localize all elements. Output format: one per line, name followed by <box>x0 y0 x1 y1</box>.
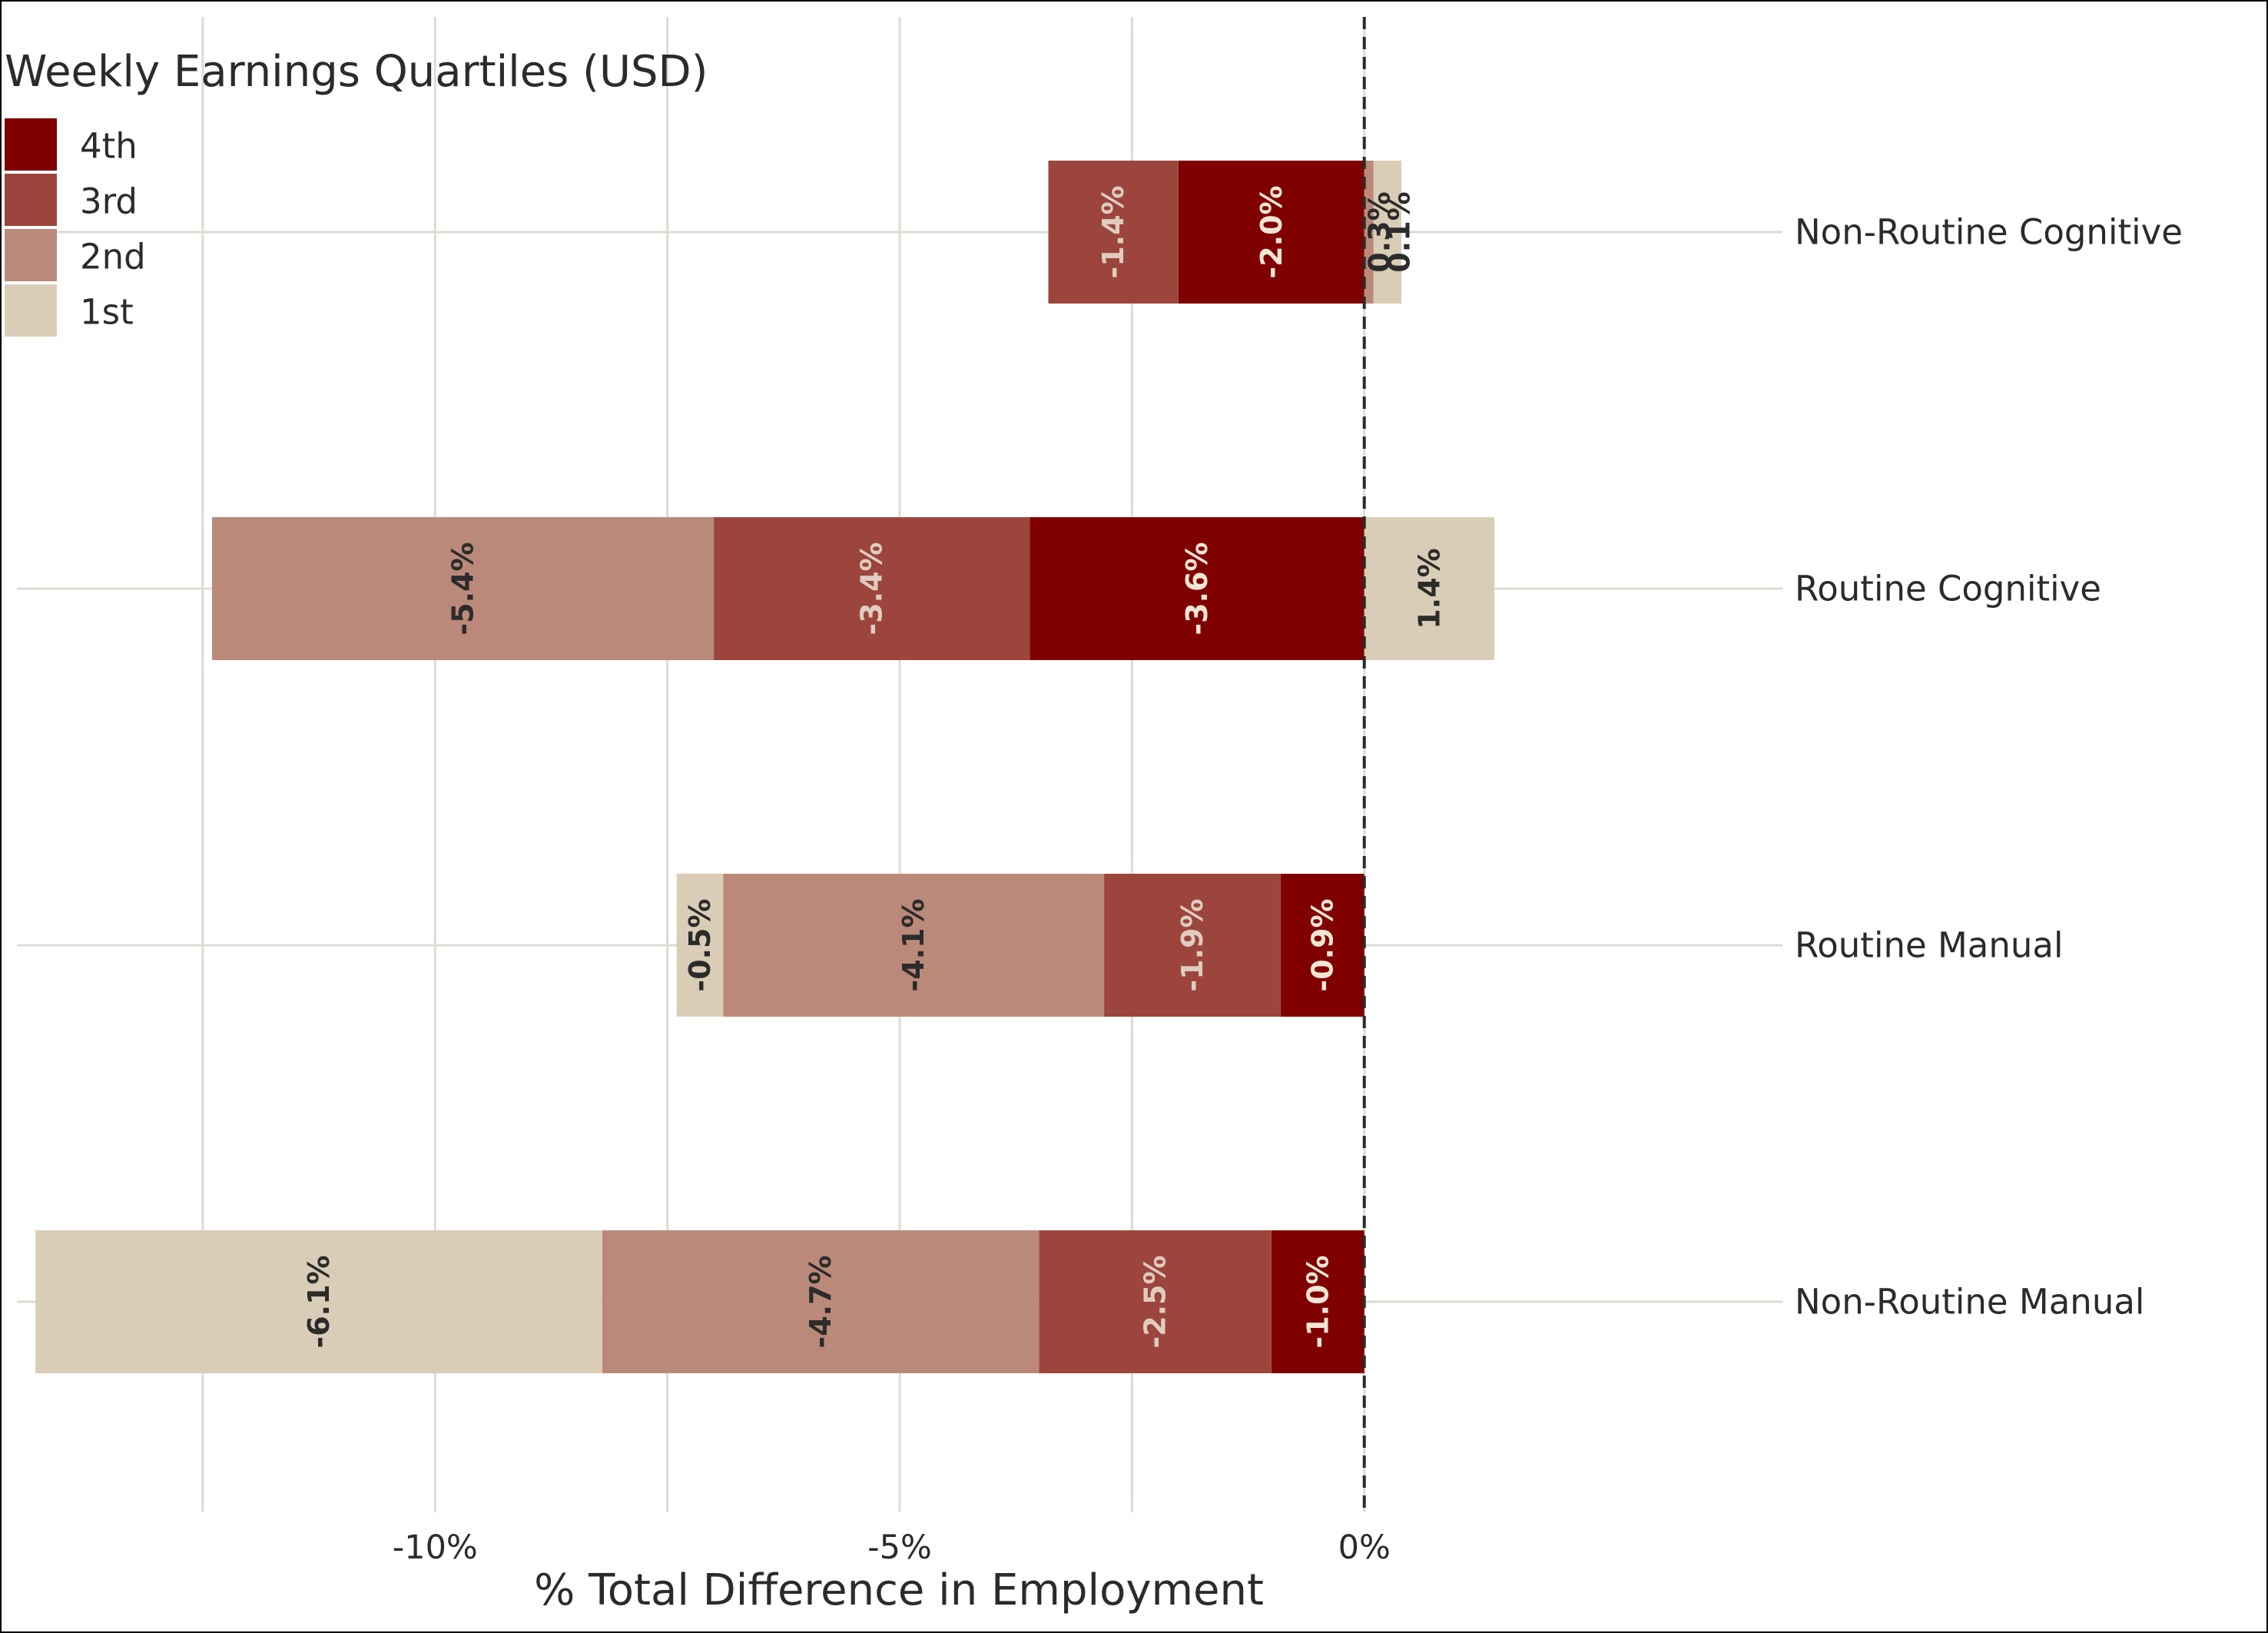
bar-segment-2nd <box>211 517 715 660</box>
bar-value-label: -1.9% <box>1175 898 1209 991</box>
bar-value-label: 1.4% <box>1412 548 1446 629</box>
bars-layer <box>35 161 1495 1373</box>
x-tick-label: 0% <box>1338 1528 1391 1567</box>
legend-label: 2nd <box>80 237 146 277</box>
bar-segment-4th <box>1030 517 1364 660</box>
bar-value-label: -3.6% <box>1180 542 1214 635</box>
category-labels-layer: Non-Routine Cognitive Routine Cognitive Ro… <box>1795 212 2183 1323</box>
legend-swatch <box>5 284 57 337</box>
legend: Weekly Earnings Quartiles (USD) 4th 3rd 2n… <box>5 47 708 337</box>
legend-title: Weekly Earnings Quartiles (USD) <box>5 47 708 97</box>
bar-value-label: -0.9% <box>1305 898 1339 991</box>
category-label: Non-Routine Manual <box>1795 1282 2144 1323</box>
bar-segment-2nd <box>602 1230 1040 1373</box>
bar-segment-1st <box>1373 161 1402 304</box>
legend-swatch <box>5 174 57 226</box>
legend-label: 1st <box>80 292 134 333</box>
bar-value-label: 0.1% <box>1383 191 1417 272</box>
bar-value-label: -1.4% <box>1096 185 1130 278</box>
bar-value-label: -0.5% <box>683 898 717 991</box>
bar-value-label: -4.7% <box>804 1255 837 1348</box>
bar-segment-4th <box>1271 1230 1364 1373</box>
bar-segment-3rd <box>1048 161 1179 304</box>
bar-value-label: -5.4% <box>446 542 480 635</box>
legend-label: 3rd <box>80 181 138 222</box>
bar-value-label: -2.5% <box>1139 1255 1172 1348</box>
category-label: Routine Cognitive <box>1795 569 2101 609</box>
bar-segment-2nd <box>1364 161 1374 304</box>
bar-segment-1st <box>35 1230 602 1373</box>
category-label: Routine Manual <box>1795 925 2063 966</box>
bar-value-label: -1.0% <box>1301 1255 1335 1348</box>
x-axis-title: % Total Difference in Employment <box>534 1565 1264 1615</box>
x-tick-layer: -10% -5% 0% <box>393 1528 1391 1567</box>
bar-value-label: -6.1% <box>302 1255 336 1348</box>
legend-label: 4th <box>80 126 138 167</box>
bar-segment-3rd <box>1039 1230 1272 1373</box>
legend-items: 4th 3rd 2nd 1st <box>5 118 146 337</box>
legend-swatch <box>5 229 57 281</box>
bar-segment-3rd <box>1104 874 1281 1017</box>
bar-segment-1st <box>676 874 724 1017</box>
bar-value-label: -3.4% <box>855 542 889 635</box>
bar-value-label: -2.0% <box>1255 185 1288 278</box>
category-label: Non-Routine Cognitive <box>1795 212 2183 253</box>
x-tick-label: -5% <box>867 1528 932 1567</box>
bar-segment-4th <box>1178 161 1364 304</box>
bar-value-label: 0.3% <box>1363 191 1397 272</box>
bar-segment-2nd <box>723 874 1105 1017</box>
x-tick-label: -10% <box>393 1528 478 1567</box>
bar-value-label: -4.1% <box>897 898 930 991</box>
bar-segment-1st <box>1364 517 1495 660</box>
bar-labels-layer: -2.0% -1.4% 0.1%0.3% -3.6% -3.4% -5.4% 1.4% -0.… <box>302 185 1446 1348</box>
legend-swatch <box>5 118 57 171</box>
bar-segment-4th <box>1280 874 1364 1017</box>
bar-segment-3rd <box>714 517 1030 660</box>
